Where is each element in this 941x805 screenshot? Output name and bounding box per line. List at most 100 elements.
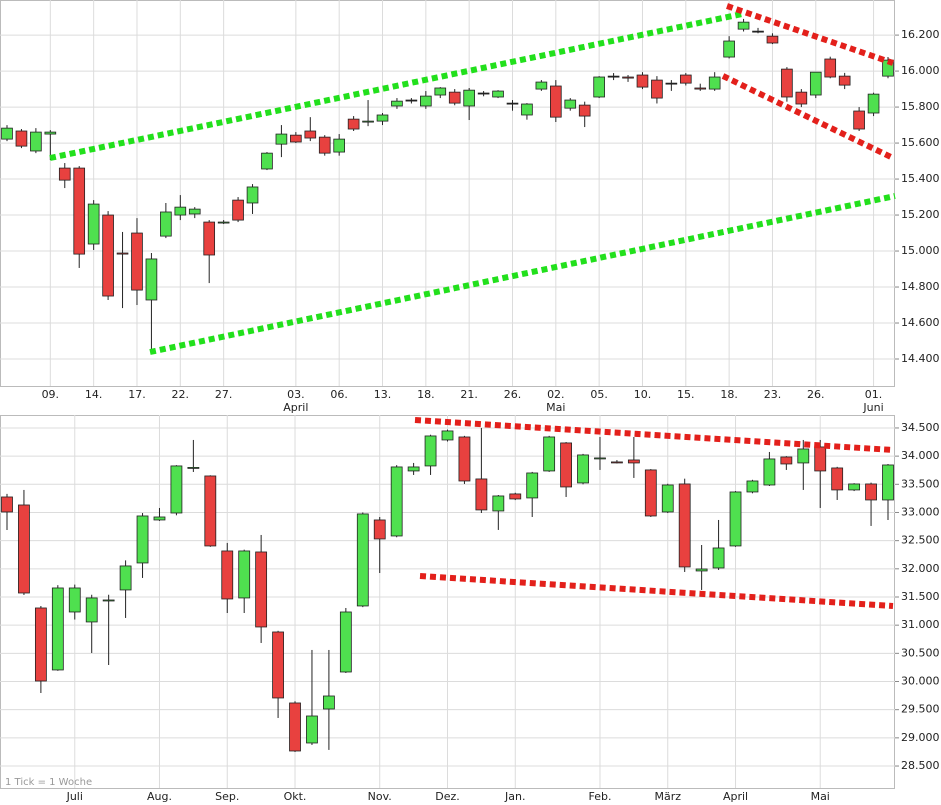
x-month-label: April	[283, 401, 308, 414]
candle-body	[627, 459, 640, 464]
candle-body	[737, 21, 750, 30]
candle-body	[882, 464, 894, 501]
x-tick-label: 05.	[590, 388, 608, 401]
x-tick-label: Aug.	[147, 790, 172, 803]
candle-body	[119, 565, 132, 591]
candle-body	[187, 467, 200, 469]
candle-body	[661, 484, 674, 513]
candle-body	[882, 59, 894, 77]
y-tick-label: 31.500	[901, 590, 940, 603]
candle-body	[356, 513, 369, 607]
candle-body	[644, 469, 657, 517]
x-month-label: Mai	[546, 401, 565, 414]
x-tick-label: 10.	[634, 388, 652, 401]
candle-body	[333, 138, 345, 153]
candle-body	[306, 715, 318, 744]
candle-body	[622, 76, 634, 79]
candle-body	[246, 186, 259, 204]
candle-body	[814, 446, 827, 472]
y-tick-label: 30.500	[901, 646, 940, 659]
candle-body	[679, 74, 692, 84]
candle-body	[475, 478, 488, 511]
candle-body	[188, 208, 201, 215]
y-tick-label: 32.000	[901, 562, 940, 575]
trendlines	[49, 3, 896, 609]
candle-body	[238, 550, 251, 599]
candle-body	[780, 456, 793, 465]
x-tick-label: Jan.	[504, 790, 525, 803]
candle-body	[424, 435, 437, 467]
candle-body	[831, 467, 844, 491]
candle-body	[347, 118, 360, 130]
candle-body	[448, 91, 461, 104]
candle-body	[323, 695, 335, 710]
candle-body	[390, 466, 403, 537]
y-tick-label: 31.000	[901, 618, 940, 631]
candle-body	[255, 551, 268, 628]
candle-body	[441, 430, 454, 441]
y-tick-label: 15.600	[901, 136, 940, 149]
candle-body	[564, 99, 577, 109]
y-tick-label: 30.000	[901, 675, 940, 688]
candle-body	[204, 475, 217, 547]
x-tick-label: 15.	[677, 388, 695, 401]
candle-body	[261, 152, 273, 170]
candle-body	[678, 483, 691, 568]
candle-body	[607, 75, 620, 78]
candle-body	[405, 99, 418, 102]
candle-body	[550, 85, 562, 118]
candle-body	[30, 131, 42, 152]
candle-body	[290, 134, 302, 143]
y-tick-label: 14.600	[901, 316, 940, 329]
candle-body	[318, 136, 331, 154]
candle-body	[58, 167, 71, 181]
candle-body	[752, 30, 764, 33]
candle-body	[203, 221, 216, 256]
candle-body	[304, 130, 317, 139]
candle-body	[434, 87, 447, 96]
candle-body	[170, 465, 183, 514]
candle-body	[376, 114, 389, 122]
trendline	[49, 11, 743, 161]
candle-body	[18, 504, 30, 594]
y-tick-label: 29.000	[901, 731, 940, 744]
candle-body	[543, 436, 556, 472]
trendline	[149, 193, 896, 355]
candle-body	[492, 495, 505, 512]
candle-body	[712, 547, 725, 569]
x-tick-label: Okt.	[284, 790, 307, 803]
annotation: 1 Tick = 1 Woche	[5, 777, 92, 788]
candle-body	[636, 74, 649, 88]
candle-body	[781, 68, 793, 98]
candle-body	[73, 167, 86, 255]
x-tick-label: 26.	[504, 388, 522, 401]
candle-body	[131, 232, 143, 291]
trendline	[414, 417, 894, 453]
candle-body	[15, 130, 28, 147]
candle-body	[102, 599, 115, 602]
candle-body	[867, 93, 880, 114]
candle-body	[611, 461, 623, 464]
candle-body	[593, 76, 605, 98]
x-tick-label: 06.	[330, 388, 348, 401]
trendline	[419, 573, 894, 609]
candle-body	[136, 515, 149, 564]
x-tick-label: 18.	[720, 388, 738, 401]
top-panel-frame	[0, 0, 895, 387]
candle-body	[509, 493, 522, 500]
candle-body	[665, 82, 678, 85]
candle-body	[407, 466, 420, 472]
candle-body	[477, 92, 490, 95]
trendline	[721, 73, 895, 161]
x-tick-label: 03.	[287, 388, 305, 401]
candle-body	[824, 58, 837, 78]
candle-body	[535, 81, 548, 90]
candle-body	[577, 454, 589, 484]
candle-body	[44, 131, 57, 135]
candle-body	[174, 206, 187, 216]
y-tick-label: 15.200	[901, 208, 940, 221]
x-tick-label: 27.	[215, 388, 233, 401]
